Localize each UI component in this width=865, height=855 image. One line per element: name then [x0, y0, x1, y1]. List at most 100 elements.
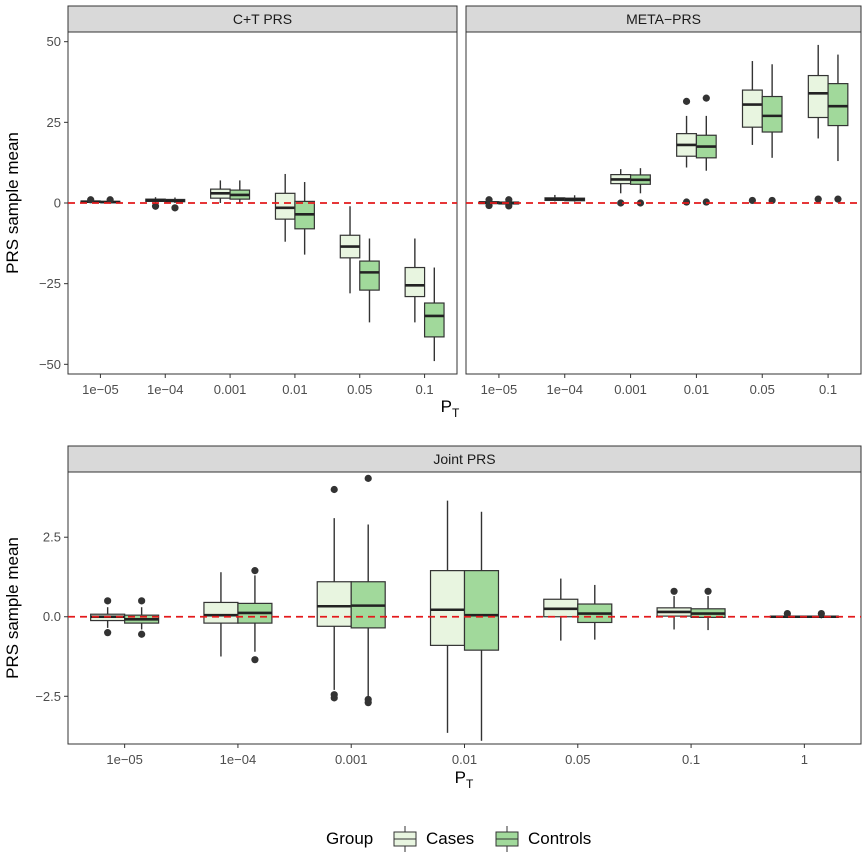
outlier-point: [330, 694, 338, 702]
outlier-point: [505, 196, 513, 204]
svg-text:PT: PT: [455, 768, 474, 791]
legend-item-cases: Cases: [393, 826, 474, 852]
outlier-point: [783, 609, 791, 618]
x-tick-label: 0.1: [682, 752, 700, 767]
box-body: [827, 83, 849, 127]
box-body: [359, 260, 380, 291]
x-tick-label: 0.001: [614, 382, 647, 397]
box-controls: [463, 511, 500, 741]
plot-marks: [68, 474, 861, 741]
x-tick-label: 0.05: [565, 752, 590, 767]
box-body: [274, 192, 296, 220]
outlier-point: [364, 474, 372, 482]
box-controls: [237, 567, 273, 664]
box-controls: [695, 94, 717, 206]
box-controls: [564, 195, 586, 202]
x-tick-label: 0.1: [416, 382, 434, 397]
box-cases: [404, 238, 426, 323]
plot-marks: [466, 44, 861, 210]
outlier-point: [485, 196, 493, 204]
x-tick-label: 0.001: [335, 752, 368, 767]
outlier-point: [138, 630, 146, 638]
box-body: [316, 581, 352, 627]
panel-ct-prs: C+T PRS −50 −25 0 25 50 1e−05 1e−04 0.001 0.01 0…: [39, 5, 458, 397]
legend-label-controls: Controls: [528, 829, 591, 848]
box-body: [761, 95, 783, 133]
box-controls: [359, 238, 380, 323]
box-controls: [294, 182, 315, 255]
x-tick-label: 1e−04: [546, 382, 583, 397]
box-body: [741, 89, 763, 128]
box-cases: [807, 44, 829, 203]
svg-text:PT: PT: [441, 397, 460, 420]
x-tick-label: 1e−04: [220, 752, 257, 767]
x-tick-label: 0.1: [819, 382, 837, 397]
outlier-point: [330, 485, 338, 494]
panel-strip: [67, 445, 862, 473]
box-body: [463, 570, 500, 651]
legend-item-controls: Controls: [495, 826, 591, 852]
box-controls: [124, 597, 160, 638]
outlier-point: [104, 629, 112, 637]
panel-meta-prs: META−PRS 1e−05 1e−04 0.001 0.01 0.05 0.1: [465, 5, 862, 397]
box-controls: [761, 64, 783, 205]
box-cases: [610, 169, 632, 207]
bottom-x-axis-title: PT: [455, 768, 474, 791]
outlier-point: [138, 597, 146, 605]
y-tick-label: 25: [47, 115, 61, 130]
panel-title: C+T PRS: [233, 11, 292, 27]
box-body: [807, 74, 829, 119]
outlier-point: [106, 196, 114, 204]
legend: Group Cases Controls: [326, 826, 591, 852]
outlier-point: [104, 597, 112, 605]
x-tick-label: 0.01: [452, 752, 477, 767]
y-axis-ticks: −2.5 0.0 2.5: [35, 530, 68, 704]
outlier-point: [702, 198, 710, 206]
outlier-point: [171, 204, 179, 212]
box-cases: [339, 206, 361, 294]
box-controls: [229, 180, 251, 203]
y-tick-label: 0.0: [43, 609, 61, 624]
y-tick-label: −25: [39, 276, 61, 291]
outlier-point: [834, 195, 842, 203]
panel-joint-prs: Joint PRS −2.5 0.0 2.5 1e−05 1e−04 0.001 0.01…: [35, 445, 862, 767]
x-axis-ticks: 1e−05 1e−04 0.001 0.01 0.05 0.1: [481, 374, 837, 397]
x-tick-label: 0.05: [750, 382, 775, 397]
box-controls: [164, 197, 186, 212]
outlier-point: [251, 656, 259, 664]
legend-label-cases: Cases: [426, 829, 474, 848]
outlier-point: [704, 587, 712, 595]
x-tick-label: 0.05: [347, 382, 372, 397]
x-axis-title-sub: T: [452, 406, 460, 420]
box-controls: [827, 54, 849, 203]
x-axis-ticks: 1e−05 1e−04 0.001 0.01 0.05 0.1: [82, 374, 434, 397]
outlier-point: [682, 198, 691, 206]
x-tick-label: 1: [801, 752, 808, 767]
box-controls: [577, 584, 613, 640]
y-tick-label: −50: [39, 357, 61, 372]
x-tick-label: 0.01: [282, 382, 307, 397]
x-axis-title-main: P: [441, 397, 452, 416]
x-tick-label: 1e−05: [82, 382, 119, 397]
panel-strip: [465, 5, 862, 33]
outlier-point: [87, 196, 95, 204]
top-x-axis-title: PT: [441, 397, 460, 420]
x-axis-title-sub: T: [466, 777, 474, 791]
outlier-point: [702, 94, 710, 102]
x-tick-label: 1e−05: [481, 382, 518, 397]
top-y-axis-title: PRS sample mean: [3, 132, 22, 274]
box-cases: [316, 485, 352, 702]
x-axis-title-main: P: [455, 768, 466, 787]
panel-title: Joint PRS: [433, 451, 495, 467]
x-axis-ticks: 1e−05 1e−04 0.001 0.01 0.05 0.1 1: [106, 744, 808, 767]
x-tick-label: 0.001: [214, 382, 247, 397]
x-tick-label: 0.01: [684, 382, 709, 397]
outlier-point: [814, 195, 822, 203]
outlier-point: [682, 97, 691, 105]
box-controls: [350, 474, 386, 707]
box-body: [423, 302, 445, 338]
panel-strip: [67, 5, 458, 33]
y-tick-label: −2.5: [35, 689, 61, 704]
y-axis-ticks: −50 −25 0 25 50: [39, 34, 68, 372]
